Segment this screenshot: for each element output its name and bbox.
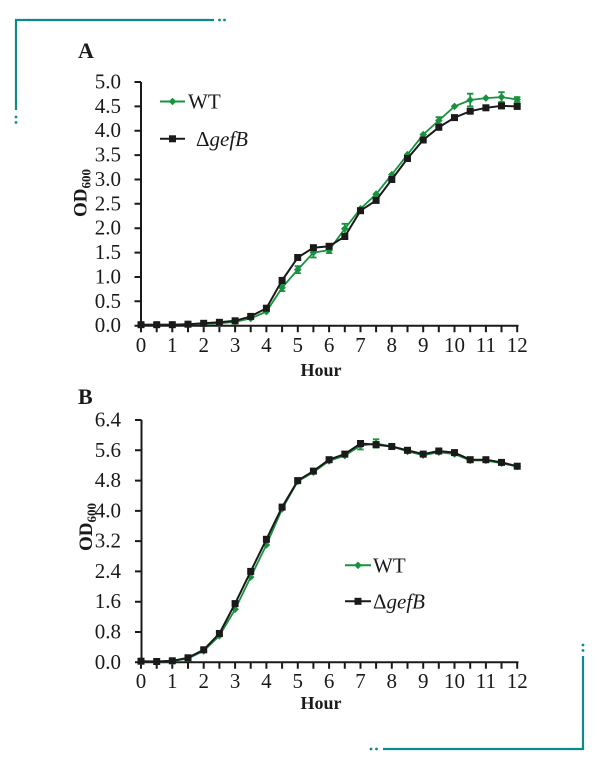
svg-text:5: 5 [293, 669, 304, 693]
svg-text:0.0: 0.0 [95, 313, 121, 337]
svg-text:3.0: 3.0 [95, 167, 121, 191]
svg-text:2: 2 [198, 669, 209, 693]
svg-text:0: 0 [136, 333, 147, 357]
svg-text:WT: WT [188, 90, 221, 114]
svg-text:7: 7 [355, 669, 366, 693]
svg-text:1.0: 1.0 [95, 265, 121, 289]
svg-text:12: 12 [507, 333, 528, 357]
svg-text:11: 11 [476, 333, 496, 357]
svg-text:WT: WT [373, 554, 406, 578]
svg-text:2.4: 2.4 [95, 559, 122, 583]
svg-text:1: 1 [167, 669, 178, 693]
svg-text:4: 4 [261, 669, 272, 693]
svg-text:1.6: 1.6 [95, 589, 121, 613]
svg-text:0: 0 [136, 669, 147, 693]
svg-text:9: 9 [418, 333, 429, 357]
svg-text:10: 10 [444, 669, 465, 693]
svg-text:0.8: 0.8 [95, 620, 121, 644]
svg-text:4.8: 4.8 [95, 468, 121, 492]
svg-text:11: 11 [476, 669, 496, 693]
svg-text:B: B [78, 384, 93, 409]
svg-text:4.5: 4.5 [95, 94, 121, 118]
svg-text:0.0: 0.0 [95, 650, 121, 674]
svg-text:1.5: 1.5 [95, 240, 121, 264]
svg-text:6: 6 [324, 669, 335, 693]
svg-text:6: 6 [324, 333, 335, 357]
svg-text:2: 2 [198, 333, 209, 357]
svg-text:3: 3 [230, 669, 241, 693]
svg-text:3.5: 3.5 [95, 143, 121, 167]
svg-text:5: 5 [293, 333, 304, 357]
svg-text:10: 10 [444, 333, 465, 357]
svg-text:3.2: 3.2 [95, 529, 121, 553]
svg-text:2.0: 2.0 [95, 216, 121, 240]
svg-text:2.5: 2.5 [95, 191, 121, 215]
svg-text:ΔgefB: ΔgefB [196, 127, 248, 151]
svg-text:5.0: 5.0 [95, 70, 121, 94]
svg-text:7: 7 [355, 333, 366, 357]
svg-text:4.0: 4.0 [95, 118, 121, 142]
svg-text:12: 12 [507, 669, 528, 693]
svg-text:6.4: 6.4 [95, 408, 122, 432]
svg-text:ΔgefB: ΔgefB [373, 590, 425, 614]
svg-text:Hour: Hour [300, 693, 341, 713]
svg-text:8: 8 [387, 669, 398, 693]
svg-text:9: 9 [418, 669, 429, 693]
svg-text:A: A [78, 38, 94, 63]
svg-text:1: 1 [167, 333, 178, 357]
svg-text:Hour: Hour [300, 360, 341, 380]
svg-text:4: 4 [261, 333, 272, 357]
svg-text:4.0: 4.0 [95, 498, 121, 522]
svg-text:3: 3 [230, 333, 241, 357]
svg-text:5.6: 5.6 [95, 438, 121, 462]
svg-text:8: 8 [387, 333, 398, 357]
svg-text:0.5: 0.5 [95, 289, 121, 313]
